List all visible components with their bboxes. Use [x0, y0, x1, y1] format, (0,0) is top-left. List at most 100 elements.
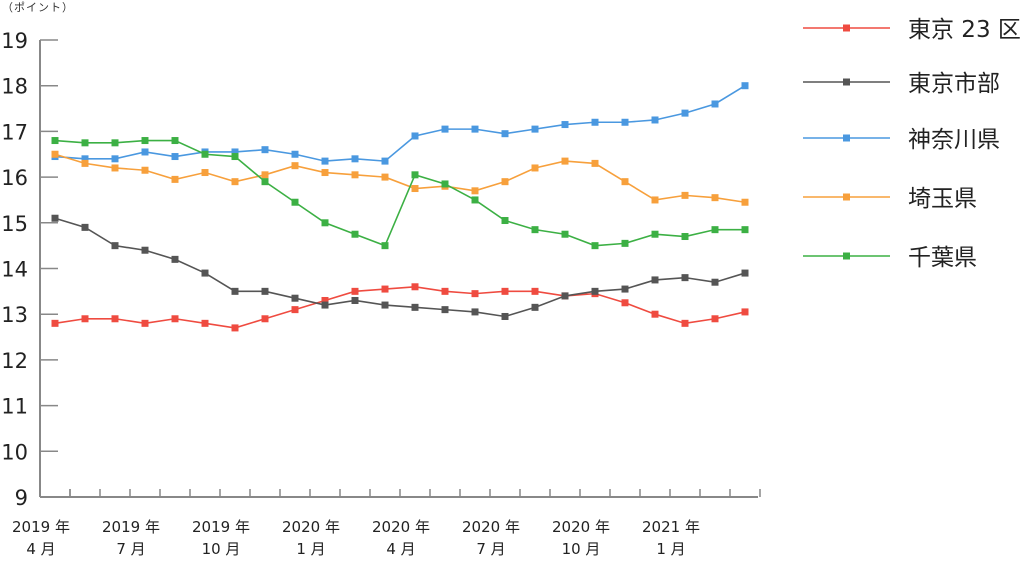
x-tick-label-month: 10 月: [562, 540, 601, 558]
data-point: [681, 109, 689, 117]
x-tick-label-year: 2020 年: [552, 518, 610, 536]
x-tick-label-month: 1 月: [656, 540, 685, 558]
data-point: [681, 233, 689, 241]
data-point: [111, 315, 119, 323]
legend-marker: [843, 24, 850, 32]
x-tick-label-year: 2019 年: [192, 518, 250, 536]
data-point: [561, 230, 569, 238]
data-point: [51, 319, 59, 327]
data-point: [561, 292, 569, 300]
data-point: [171, 137, 179, 145]
data-point: [351, 155, 359, 163]
data-point: [561, 121, 569, 129]
data-point: [351, 287, 359, 295]
data-point: [231, 148, 239, 156]
data-point: [621, 299, 629, 307]
data-point: [501, 287, 509, 295]
data-point: [291, 294, 299, 302]
data-point: [621, 118, 629, 126]
data-point: [171, 175, 179, 183]
legend-marker: [843, 252, 850, 260]
y-tick-label: 19: [1, 29, 28, 53]
data-point: [201, 169, 209, 177]
data-point: [81, 139, 89, 147]
data-point: [441, 287, 449, 295]
data-point: [741, 198, 749, 206]
data-point: [621, 285, 629, 293]
y-tick-label: 9: [15, 486, 28, 510]
data-point: [261, 178, 269, 186]
data-point: [111, 242, 119, 250]
series-line-1: [54, 217, 746, 318]
y-tick-label: 18: [1, 75, 28, 99]
x-tick-label-year: 2020 年: [372, 518, 430, 536]
y-tick-label: 16: [1, 166, 28, 190]
data-point: [471, 125, 479, 133]
data-point: [501, 178, 509, 186]
data-point: [681, 191, 689, 199]
data-point: [321, 296, 329, 304]
y-tick-label: 13: [1, 303, 28, 327]
data-point: [741, 269, 749, 277]
data-point: [141, 166, 149, 174]
data-point: [411, 185, 419, 193]
series-line-3: [54, 153, 746, 204]
data-point: [591, 159, 599, 167]
data-point: [531, 287, 539, 295]
data-point: [291, 198, 299, 206]
data-point: [141, 246, 149, 254]
data-point: [531, 226, 539, 234]
y-tick-label: 15: [1, 212, 28, 236]
legend-label: 神奈川県: [908, 127, 1000, 153]
data-point: [171, 315, 179, 323]
data-point: [231, 178, 239, 186]
data-point: [291, 306, 299, 314]
data-point: [171, 153, 179, 161]
legend-label: 千葉県: [908, 245, 977, 271]
data-point: [141, 137, 149, 145]
data-point: [531, 125, 539, 133]
data-point: [651, 196, 659, 204]
legend-marker: [843, 193, 850, 201]
data-point: [111, 139, 119, 147]
data-point: [681, 274, 689, 282]
data-point: [651, 230, 659, 238]
series-line-4: [54, 139, 745, 247]
data-point: [591, 118, 599, 126]
data-point: [501, 217, 509, 225]
data-point: [351, 171, 359, 179]
data-point: [201, 150, 209, 158]
data-point: [471, 196, 479, 204]
x-tick-label-year: 2019 年: [102, 518, 160, 536]
data-point: [531, 303, 539, 311]
data-point: [321, 219, 329, 227]
data-point: [441, 180, 449, 188]
x-tick-label-month: 10 月: [202, 540, 241, 558]
legend-marker: [843, 78, 850, 86]
data-point: [381, 242, 389, 250]
x-tick-label-month: 7 月: [476, 540, 505, 558]
data-point: [321, 157, 329, 165]
data-point: [651, 276, 659, 284]
data-point: [711, 278, 719, 286]
x-tick-label-year: 2019 年: [12, 518, 70, 536]
y-tick-label: 12: [1, 349, 28, 373]
data-point: [561, 157, 569, 165]
x-tick-label-year: 2020 年: [462, 518, 520, 536]
data-point: [711, 100, 719, 108]
data-point: [381, 285, 389, 293]
data-point: [381, 157, 389, 165]
data-point: [291, 150, 299, 158]
x-tick-label-year: 2021 年: [642, 518, 700, 536]
data-point: [381, 173, 389, 181]
series-line-0: [54, 285, 746, 329]
legend-label: 東京市部: [908, 71, 1000, 97]
data-point: [81, 159, 89, 167]
y-axis-unit-label: （ポイント）: [2, 1, 74, 14]
data-point: [411, 171, 419, 179]
data-point: [531, 164, 539, 172]
y-tick-label: 11: [1, 395, 28, 419]
data-point: [471, 187, 479, 195]
data-point: [501, 312, 509, 320]
